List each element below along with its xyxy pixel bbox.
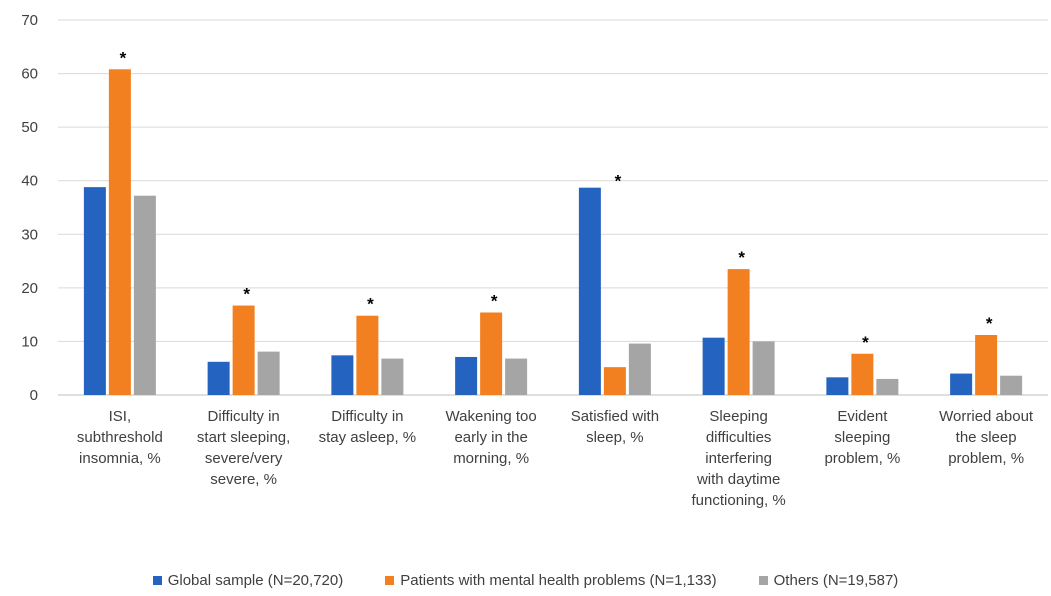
significance-markers: * * * * * * * * bbox=[120, 48, 993, 351]
significance-star: * bbox=[120, 48, 127, 67]
gridlines bbox=[58, 19, 1048, 396]
bar bbox=[851, 353, 874, 395]
y-tick-label: 30 bbox=[21, 226, 38, 243]
legend-item: Patients with mental health problems (N=… bbox=[385, 571, 717, 589]
y-tick-label: 70 bbox=[21, 12, 38, 29]
bar bbox=[108, 69, 131, 396]
significance-star: * bbox=[986, 314, 993, 333]
bar bbox=[133, 195, 156, 395]
legend-swatch bbox=[758, 575, 768, 585]
bar bbox=[257, 351, 280, 395]
bar bbox=[232, 305, 255, 395]
bar bbox=[83, 187, 106, 395]
bar bbox=[975, 335, 998, 395]
bars bbox=[83, 69, 1023, 396]
x-category-label: Sleeping difficulties interfering with dayt… bbox=[692, 408, 786, 509]
legend-label: Others (N=19,587) bbox=[773, 571, 899, 589]
significance-star: * bbox=[491, 292, 498, 311]
bar bbox=[876, 378, 899, 395]
legend-swatch bbox=[385, 575, 395, 585]
bar bbox=[381, 358, 404, 395]
bar bbox=[603, 367, 626, 395]
y-tick-label: 40 bbox=[21, 173, 38, 190]
significance-star: * bbox=[615, 172, 622, 191]
bar-chart: 0 10 20 30 40 50 60 70 * * * * * * * * ISI, subthreshol… bbox=[21, 12, 1048, 509]
significance-star: * bbox=[738, 248, 745, 267]
x-category-label: Worried about the sleep problem, % bbox=[939, 408, 1034, 467]
bar bbox=[628, 343, 651, 395]
x-category-label: Difficulty in stay asleep, % bbox=[319, 408, 417, 446]
bar bbox=[1000, 375, 1023, 395]
bar bbox=[455, 356, 478, 395]
legend-label: Global sample (N=20,720) bbox=[167, 571, 344, 589]
x-category-label: ISI, subthreshold insomnia, % bbox=[77, 408, 163, 467]
bar bbox=[331, 355, 354, 395]
y-tick-label: 60 bbox=[21, 66, 38, 83]
bar bbox=[702, 337, 725, 395]
bar bbox=[727, 269, 750, 395]
x-category-label: Difficulty in start sleeping, severe/very s… bbox=[197, 408, 290, 488]
bar bbox=[356, 315, 379, 395]
y-tick-label: 0 bbox=[30, 387, 38, 404]
significance-star: * bbox=[862, 333, 869, 352]
bar bbox=[950, 373, 973, 395]
y-axis-tick-labels: 0 10 20 30 40 50 60 70 bbox=[21, 12, 38, 404]
bar bbox=[505, 358, 528, 395]
significance-star: * bbox=[367, 295, 374, 314]
legend: Global sample (N=20,720) Patients with me… bbox=[0, 569, 1051, 591]
bar bbox=[207, 361, 230, 395]
y-tick-label: 50 bbox=[21, 119, 38, 136]
legend-label: Patients with mental health problems (N=… bbox=[400, 571, 717, 589]
legend-item: Global sample (N=20,720) bbox=[152, 571, 344, 589]
y-tick-label: 20 bbox=[21, 280, 38, 297]
x-axis-category-labels: ISI, subthreshold insomnia, % Difficulty in… bbox=[77, 408, 1034, 509]
x-category-label: Wakening too early in the morning, % bbox=[446, 408, 537, 467]
significance-star: * bbox=[243, 285, 250, 304]
bar bbox=[480, 312, 503, 395]
bar bbox=[752, 341, 775, 395]
legend-swatch bbox=[152, 575, 162, 585]
bar bbox=[826, 377, 849, 395]
x-category-label: Satisfied with sleep, % bbox=[571, 408, 659, 446]
y-tick-label: 10 bbox=[21, 333, 38, 350]
legend-item: Others (N=19,587) bbox=[758, 571, 899, 589]
bar bbox=[578, 187, 601, 395]
x-category-label: Evident sleeping problem, % bbox=[824, 408, 900, 467]
